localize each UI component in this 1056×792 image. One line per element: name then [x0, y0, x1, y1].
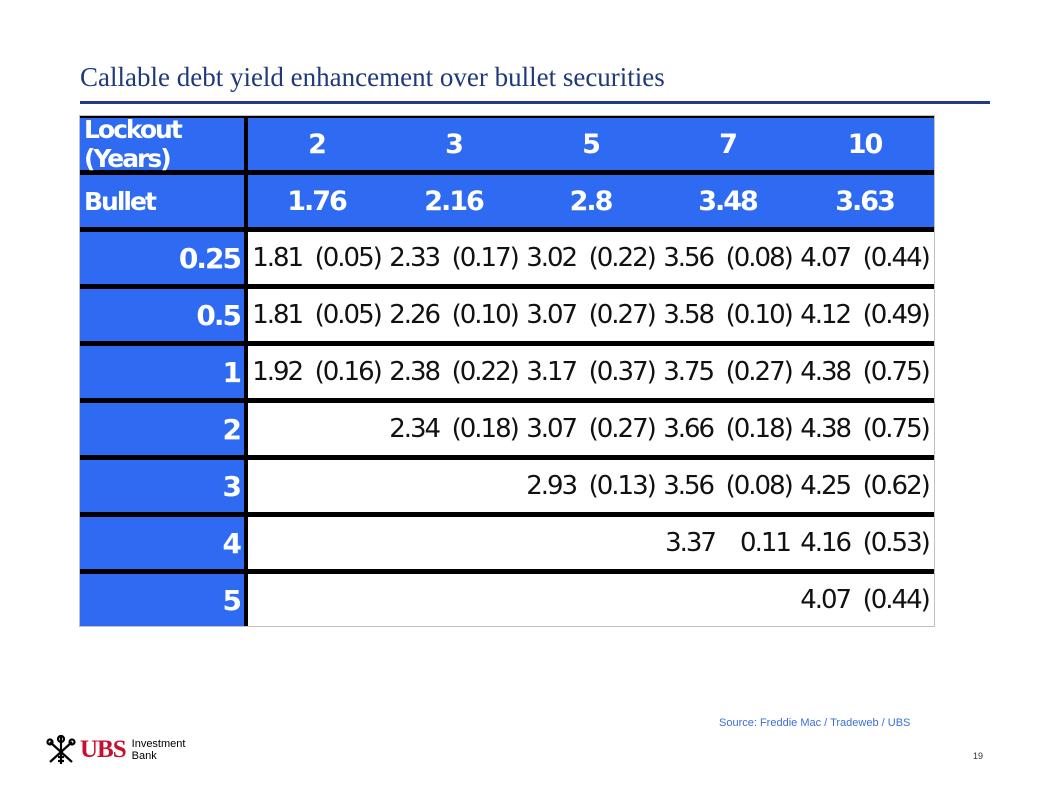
yield-cell [248, 517, 385, 569]
lockout-label: 0.5 [80, 289, 244, 341]
slide-title: Callable debt yield enhancement over bul… [80, 62, 665, 92]
table-row: 1 1.92 (0.16) 2.38 (0.22) 3.17 (0.37) 3.… [80, 346, 934, 398]
yield-cell: 4.07 (0.44) [800, 585, 931, 615]
yield-cell: 4.12 (0.49) [800, 300, 931, 330]
yield-cell [248, 574, 385, 626]
maturity-header: 5 [582, 128, 601, 160]
yield-cell: 3.02 (0.22) [526, 243, 657, 273]
yield-cell: 3.75 (0.27) [663, 357, 794, 387]
header-row: Lockout (Years) 2 3 5 7 10 [80, 115, 934, 173]
keys-icon [46, 734, 76, 764]
yield-cell: 4.38 (0.75) [800, 357, 931, 387]
yield-cell: 2.26 (0.10) [389, 300, 520, 330]
yield-cell [385, 574, 522, 626]
yield-cell: 3.56 (0.08) [663, 471, 794, 501]
page-number: 19 [973, 751, 984, 761]
ubs-wordmark: UBS [80, 736, 127, 763]
maturity-header: 2 [308, 128, 327, 160]
table-row: 0.25 1.81 (0.05) 2.33 (0.17) 3.02 (0.22)… [80, 232, 934, 284]
maturity-header: 7 [719, 128, 738, 160]
lockout-label: 2 [80, 403, 244, 455]
yield-cell: 4.16 (0.53) [800, 528, 931, 558]
yield-cell [385, 517, 522, 569]
division-line1: Investment [131, 738, 186, 750]
yield-cell: 3.17 (0.37) [526, 357, 657, 387]
yield-cell: 4.07 (0.44) [800, 243, 931, 273]
yield-cell: 1.92 (0.16) [252, 357, 383, 387]
lockout-label: 0.25 [80, 232, 244, 284]
yield-cell [522, 574, 659, 626]
yield-cell: 4.38 (0.75) [800, 414, 931, 444]
yield-cell [248, 403, 385, 455]
division-name: Investment Bank [132, 738, 186, 762]
yield-cell: 3.58 (0.10) [663, 300, 794, 330]
ubs-logo: UBS Investment Bank [46, 734, 185, 766]
table-row: 3 2.93 (0.13) 3.56 (0.08) 4.25 (0.62) [80, 460, 934, 512]
lockout-label: 1 [80, 346, 244, 398]
bullet-yield: 1.76 [287, 185, 348, 217]
bullet-yield: 2.16 [424, 185, 485, 217]
yield-cell [385, 460, 522, 512]
table-row: 0.5 1.81 (0.05) 2.26 (0.10) 3.07 (0.27) … [80, 289, 934, 341]
lockout-label: 5 [80, 574, 244, 626]
lockout-label: 3 [80, 460, 244, 512]
lockout-label: 4 [80, 517, 244, 569]
maturity-header: 3 [445, 128, 464, 160]
yield-cell: 3.56 (0.08) [663, 243, 794, 273]
bullet-label: Bullet [80, 175, 244, 227]
yield-cell: 3.66 (0.18) [663, 414, 794, 444]
source-note: Source: Freddie Mac / Tradeweb / UBS [719, 717, 911, 729]
bullet-yield: 3.63 [835, 185, 896, 217]
yield-cell: 1.81 (0.05) [252, 243, 383, 273]
yield-cell [248, 460, 385, 512]
table-row: 2 2.34 (0.18) 3.07 (0.27) 3.66 (0.18) 4.… [80, 403, 934, 455]
yield-cell [522, 517, 659, 569]
maturity-header: 10 [847, 128, 884, 160]
yield-cell: 2.33 (0.17) [389, 243, 520, 273]
bullet-yield: 3.48 [698, 185, 759, 217]
yield-cell: 3.37 0.11 [665, 528, 792, 558]
header-label: Lockout (Years) [80, 115, 244, 173]
yield-cell: 3.07 (0.27) [526, 300, 657, 330]
table-row: 5 4.07 (0.44) [80, 574, 934, 626]
yield-cell: 2.93 (0.13) [526, 471, 657, 501]
table-row: 4 3.37 0.11 4.16 (0.53) [80, 517, 934, 569]
title-underline [80, 101, 990, 104]
yield-cell: 4.25 (0.62) [800, 471, 931, 501]
division-line2: Bank [131, 750, 157, 762]
yield-cell: 2.34 (0.18) [389, 414, 520, 444]
yield-cell: 1.81 (0.05) [252, 300, 383, 330]
yield-table: Lockout (Years) 2 3 5 7 10 Bullet 1.76 2… [79, 115, 935, 627]
yield-cell: 3.07 (0.27) [526, 414, 657, 444]
yield-cell [659, 574, 796, 626]
bullet-yield: 2.8 [569, 185, 614, 217]
bullet-row: Bullet 1.76 2.16 2.8 3.48 3.63 [80, 175, 934, 227]
yield-cell: 2.38 (0.22) [389, 357, 520, 387]
